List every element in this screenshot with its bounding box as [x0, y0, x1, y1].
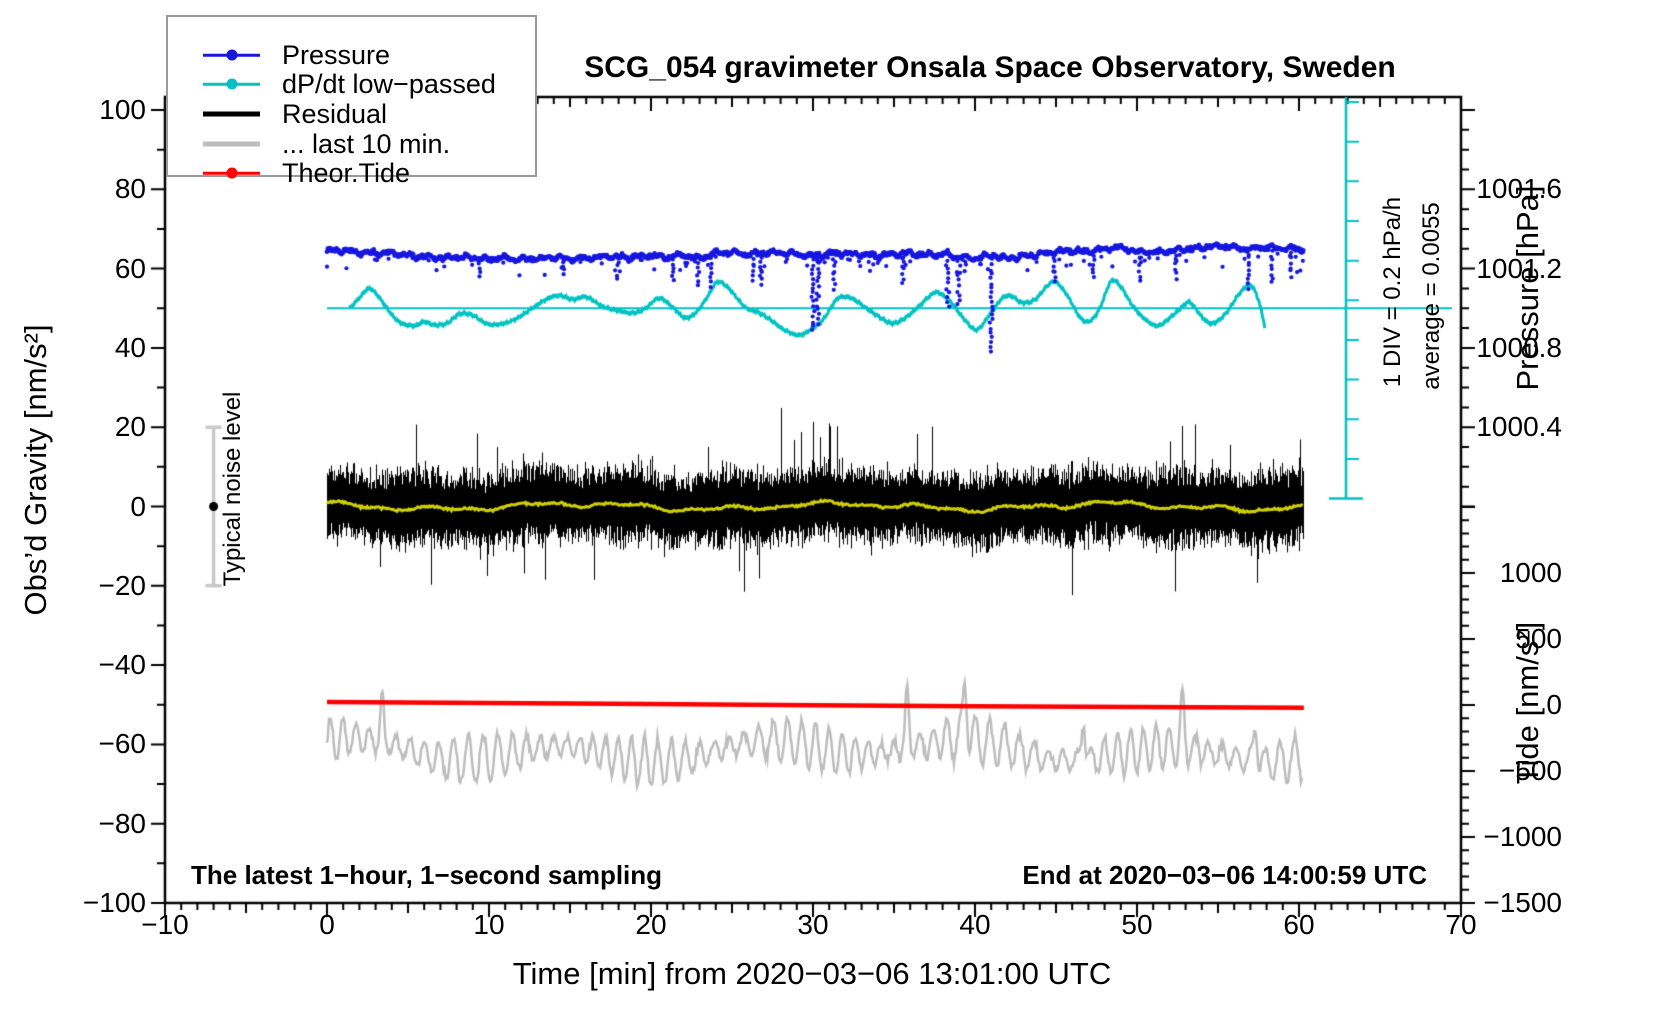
sampling-note: The latest 1−hour, 1−second sampling [191, 860, 663, 890]
x-tick-label: 50 [1121, 909, 1153, 940]
chart-title: SCG_054 gravimeter Onsala Space Observat… [584, 51, 1396, 84]
gravity-tick-label: 0 [130, 490, 146, 522]
gravity-tick-label: 80 [114, 173, 146, 205]
x-tick-label: 10 [473, 909, 505, 940]
legend-label: ... last 10 min. [282, 129, 451, 159]
gravity-tick-label: 40 [114, 331, 146, 363]
x-tick-label: 30 [797, 909, 829, 940]
x-axis-title: Time [min] from 2020−03−06 13:01:00 UTC [512, 956, 1112, 991]
gravity-tick-label: −20 [98, 569, 147, 601]
pressure-tick-label: 1000.8 [1476, 331, 1562, 363]
tide-tick-label: −1500 [1483, 887, 1562, 918]
gravity-tick-label: 20 [114, 411, 146, 443]
x-tick-label: 40 [959, 909, 991, 940]
pressure-line-icon [203, 41, 260, 69]
x-tick-label: 70 [1445, 909, 1477, 940]
x-tick-label: −10 [141, 909, 189, 940]
end-time-note: End at 2020−03−06 14:00:59 UTC [1022, 860, 1427, 890]
last10-line-icon [203, 130, 260, 158]
legend-item-dpdt: dP/dt low−passed [168, 70, 535, 98]
pressure-tick-label: 1000.4 [1476, 411, 1562, 443]
tide-tick-label: 0 [1546, 689, 1562, 720]
dpdt-line-icon [203, 70, 260, 98]
tide-tick-label: −1000 [1483, 821, 1562, 852]
theortide-line-icon [203, 159, 260, 187]
legend-item-theortide: Theor.Tide [168, 159, 535, 187]
tide-tick-label: 1000 [1499, 557, 1562, 588]
gravity-tick-label: −40 [98, 649, 147, 681]
x-tick-label: 60 [1283, 909, 1315, 940]
legend-item-pressure: Pressure [168, 41, 535, 69]
legend-label: Pressure [282, 40, 391, 70]
pressure-tick-label: 1001.6 [1476, 173, 1562, 205]
legend: Pressure dP/dt low−passed Residual ... l… [166, 15, 537, 187]
x-tick-label: 0 [319, 909, 335, 940]
gravity-tick-label: −100 [82, 887, 146, 918]
legend-item-last10: ... last 10 min. [168, 130, 535, 158]
residual-line-icon [203, 100, 260, 128]
tide-tick-label: 500 [1515, 623, 1562, 654]
pressure-tick-label: 1001.2 [1476, 252, 1562, 284]
legend-label: Theor.Tide [282, 158, 411, 188]
legend-label: Residual [282, 99, 388, 129]
legend-label: dP/dt low−passed [282, 69, 496, 99]
tide-tick-label: −500 [1498, 755, 1562, 786]
gravity-tick-label: 60 [114, 252, 146, 284]
gravity-tick-label: −60 [98, 728, 147, 760]
gravity-tick-label: 100 [99, 94, 146, 125]
legend-item-residual: Residual [168, 100, 535, 128]
gravity-tick-label: −80 [98, 807, 147, 839]
x-tick-label: 20 [635, 909, 667, 940]
